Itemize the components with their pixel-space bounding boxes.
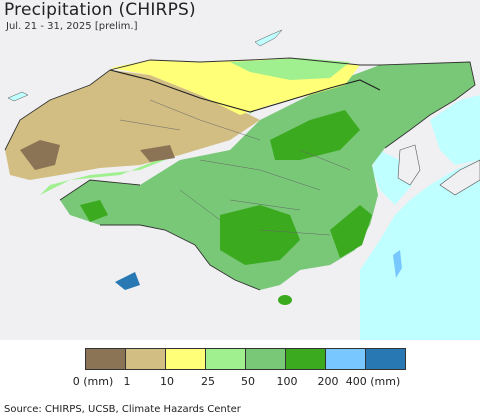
precipitation-map	[0, 0, 480, 340]
korea	[397, 144, 421, 186]
legend-label-0: 0 (mm)	[72, 375, 114, 388]
legend-swatch-4	[245, 348, 286, 370]
very-dry-gobi	[140, 145, 175, 162]
mongolia-border	[109, 69, 381, 113]
legend-label-2: 10	[160, 375, 174, 388]
legend-swatch-2	[165, 348, 206, 370]
legend-swatch-1	[125, 348, 166, 370]
taiwan	[393, 250, 402, 278]
heavy-rain-coast	[330, 205, 372, 258]
legend-label-7: 400 (mm)	[345, 375, 401, 388]
hainan	[278, 295, 292, 305]
legend-swatch-0	[85, 348, 126, 370]
map-title: Precipitation (CHIRPS)	[4, 0, 196, 20]
mongolia-green	[230, 58, 350, 80]
dry-northwest	[5, 70, 260, 180]
legend-swatch-7	[365, 348, 406, 370]
source-credit: Source: CHIRPS, UCSB, Climate Hazards Ce…	[4, 404, 241, 415]
legend-label-5: 100	[276, 375, 298, 388]
sea-of-japan	[430, 95, 480, 165]
legend	[85, 348, 410, 370]
province-borders	[119, 99, 351, 236]
legend-label-6: 200	[317, 375, 339, 388]
legend-label-3: 25	[201, 375, 215, 388]
heavy-rain-north	[270, 110, 360, 160]
lake-baikal	[254, 29, 283, 47]
legend-swatch-3	[205, 348, 246, 370]
map-subtitle: Jul. 21 - 31, 2025 [prelim.]	[6, 21, 138, 32]
heavy-rain-south	[220, 205, 300, 265]
legend-label-1: 1	[123, 375, 131, 388]
heavy-rain-west	[80, 200, 108, 222]
heavy-rain-myanmar	[115, 272, 140, 290]
very-dry-tibet	[20, 140, 60, 170]
lake-balkhash	[7, 91, 29, 102]
yellow-sea	[372, 150, 412, 205]
ocean	[360, 160, 480, 340]
legend-swatch-5	[285, 348, 326, 370]
japan	[439, 159, 480, 196]
china-east-region	[60, 62, 475, 290]
legend-label-4: 50	[241, 375, 255, 388]
national-border	[4, 57, 476, 291]
legend-swatch-6	[325, 348, 366, 370]
